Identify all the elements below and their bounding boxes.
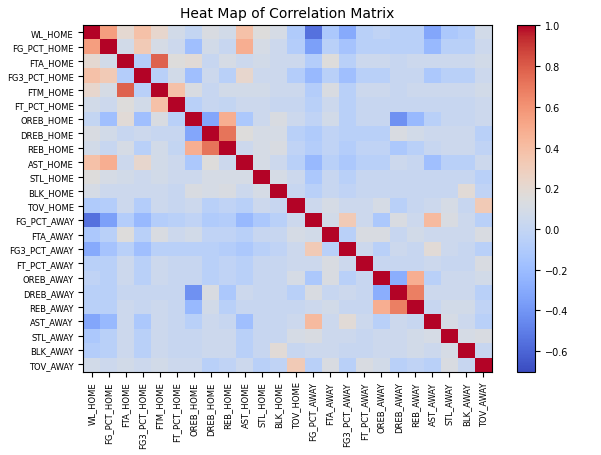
Title: Heat Map of Correlation Matrix: Heat Map of Correlation Matrix [180, 7, 395, 21]
